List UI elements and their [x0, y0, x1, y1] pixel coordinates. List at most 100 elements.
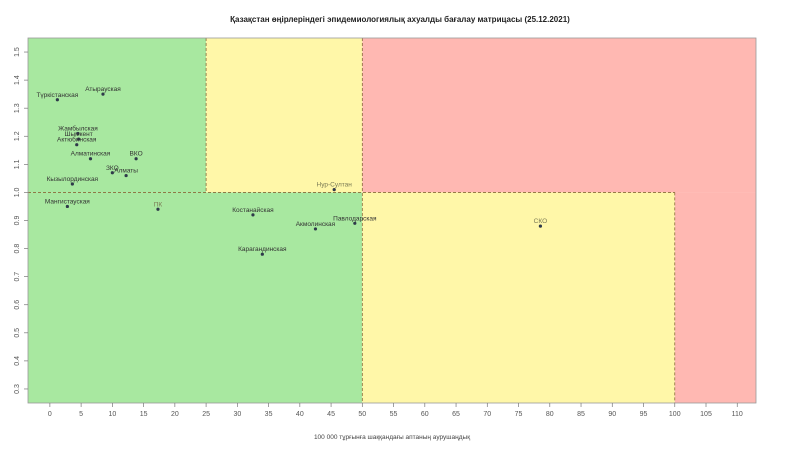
point-label: СКО: [534, 218, 547, 225]
point-label: Павлодарская: [333, 215, 377, 222]
data-point: ВКО: [130, 151, 143, 161]
x-tick-label: 5: [79, 411, 83, 418]
x-tick-label: 10: [108, 411, 116, 418]
point-label: Нур-Султан: [317, 182, 353, 189]
point-label: Түркістанская: [36, 91, 78, 99]
data-point: Алматинская: [71, 151, 111, 161]
point-marker: [156, 207, 160, 211]
point-label: Акмолинская: [296, 221, 336, 228]
x-tick-label: 100: [669, 411, 681, 418]
point-marker: [353, 221, 357, 225]
point-marker: [101, 92, 105, 96]
y-tick-label: 0.9: [14, 216, 21, 226]
data-point: Алматы: [114, 168, 138, 178]
point-marker: [332, 188, 336, 192]
y-tick-label: 1.0: [14, 187, 21, 197]
y-tick-label: 1.5: [14, 47, 21, 57]
point-marker: [134, 157, 138, 161]
x-axis: 0 5 10 15 20 25 30 35 40 45 50 55 60 65 70 75 80 85 90 95 10…: [48, 403, 743, 418]
x-tick-label: 105: [700, 411, 712, 418]
y-tick-label: 0.5: [14, 328, 21, 338]
x-tick-label: 90: [608, 411, 616, 418]
y-tick-label: 0.6: [14, 300, 21, 310]
y-tick-label: 1.3: [14, 103, 21, 113]
point-marker: [110, 171, 114, 175]
point-label: Мангистауская: [45, 198, 90, 205]
x-tick-label: 30: [233, 411, 241, 418]
y-tick-label: 0.7: [14, 272, 21, 282]
threshold-lines: [28, 38, 676, 403]
point-label: ВКО: [130, 151, 143, 158]
point-label: Костанайская: [232, 206, 274, 214]
points-layer: Түркістанская Атырауская ЖамбылскаяШымкент…: [36, 86, 547, 256]
x-tick-label: 0: [48, 411, 52, 418]
point-label: Алматинская: [71, 151, 111, 158]
point-marker: [538, 224, 543, 228]
point-label: Шымкент: [65, 131, 93, 138]
x-tick-label: 15: [140, 411, 148, 418]
x-tick-label: 35: [265, 411, 273, 418]
point-marker: [75, 143, 79, 147]
x-tick-label: 50: [358, 411, 366, 418]
data-point: Жамбылская: [58, 124, 98, 136]
zone-0: [28, 38, 207, 193]
x-axis-label: 100 000 тұрғынға шаққандағы аптаның ауру…: [314, 434, 470, 441]
point-marker: [124, 173, 128, 178]
point-label: Атырауская: [85, 86, 121, 93]
zones-layer: [28, 38, 756, 403]
x-tick-label: 65: [452, 411, 460, 418]
data-point: Акмолинская: [296, 221, 336, 231]
point-marker: [251, 213, 255, 217]
point-marker: [70, 182, 74, 186]
x-tick-label: 60: [421, 411, 429, 418]
y-tick-label: 1.2: [14, 131, 21, 141]
point-label: Кызылординская: [47, 176, 99, 183]
data-point: Карагандинская: [238, 246, 287, 256]
zone-2: [362, 38, 756, 193]
data-point: Шымкент: [65, 131, 93, 141]
point-marker: [76, 131, 80, 136]
point-marker: [65, 204, 69, 209]
point-label: ЗКО: [106, 165, 119, 172]
data-point: Мангистауская: [45, 198, 90, 209]
point-marker: [77, 137, 81, 141]
point-label: Жамбылская: [58, 124, 98, 132]
y-tick-label: 1.1: [14, 159, 21, 169]
point-label: Карагандинская: [238, 246, 287, 253]
point-label: Алматы: [114, 168, 138, 175]
point-marker: [260, 252, 264, 256]
x-tick-label: 95: [640, 411, 648, 418]
data-point: ПК: [154, 201, 163, 211]
x-tick-label: 55: [390, 411, 398, 418]
data-point: Костанайская: [232, 206, 274, 217]
data-point: Атырауская: [85, 86, 121, 96]
x-tick-label: 25: [202, 411, 210, 418]
x-tick-label: 110: [732, 411, 743, 418]
data-point: Актюбинская: [57, 136, 97, 147]
data-point: Павлодарская: [333, 215, 377, 225]
y-tick-label: 0.3: [14, 384, 21, 394]
point-marker: [313, 227, 318, 231]
data-point: Кызылординская: [47, 176, 99, 186]
y-tick-label: 0.4: [14, 356, 21, 366]
data-point: СКО: [534, 218, 547, 228]
x-tick-label: 45: [327, 411, 335, 418]
zone-3: [28, 192, 363, 403]
data-point: ЗКО: [106, 165, 119, 175]
x-tick-label: 80: [546, 411, 554, 418]
x-tick-label: 40: [296, 411, 304, 418]
y-axis: 0.3 0.4 0.5 0.6 0.7 0.8 0.9 1.0 1.1 1.2 1.3 1.4 1.5: [14, 47, 28, 394]
chart-title: Қазақстан өңірлеріндегі эпидемиологиялық…: [230, 15, 570, 24]
y-tick-label: 0.8: [14, 244, 21, 254]
x-tick-label: 70: [483, 411, 491, 418]
data-point: Түркістанская: [36, 91, 79, 102]
zone-4: [362, 192, 675, 403]
point-label: Актюбинская: [57, 136, 97, 144]
x-tick-label: 20: [171, 411, 179, 418]
y-tick-label: 1.4: [14, 75, 21, 85]
zone-1: [206, 38, 363, 193]
point-label: ПК: [154, 201, 163, 208]
point-marker: [55, 98, 59, 102]
data-point: Нур-Султан: [317, 182, 353, 192]
